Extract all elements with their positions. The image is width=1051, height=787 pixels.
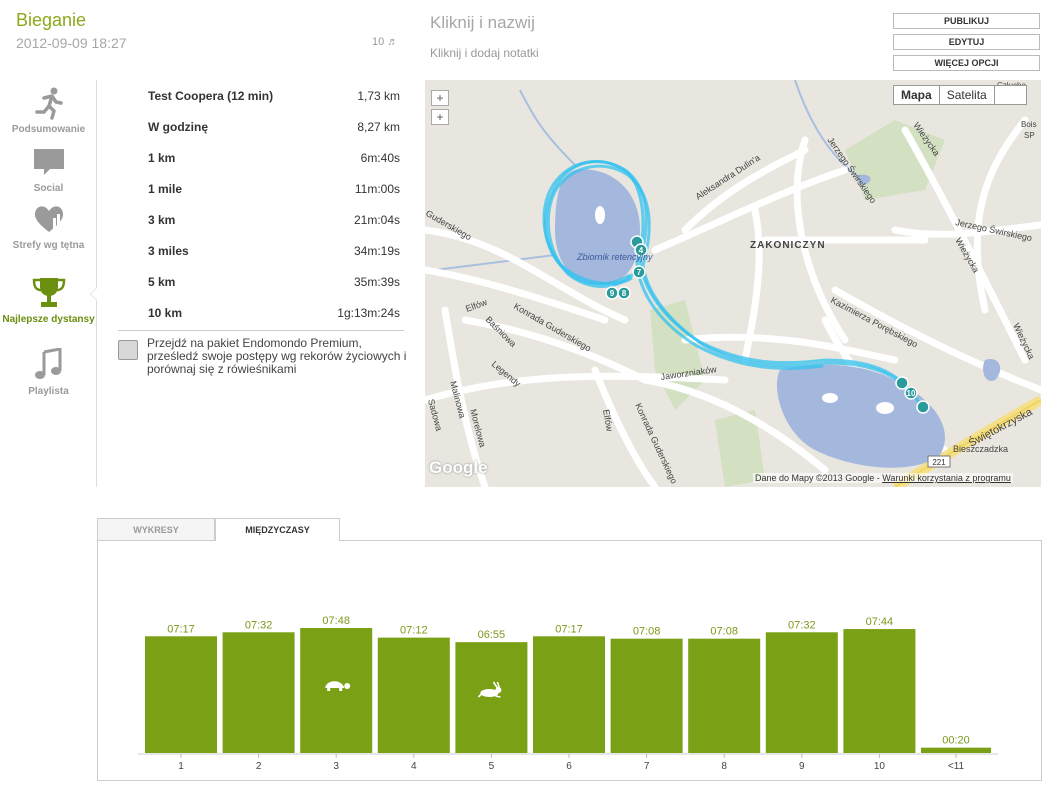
- sidebar-item-heart-zones[interactable]: Strefy wg tętna: [0, 202, 97, 251]
- list-item: 3 miles 34m:19s: [148, 244, 400, 258]
- best-distances-list: Test Coopera (12 min) 1,73 km W godzinę 8,…: [118, 80, 404, 331]
- map-marker-label[interactable]: 9: [610, 289, 615, 298]
- runner-icon: [34, 87, 63, 120]
- list-item: 10 km 1g:13m:24s: [148, 306, 400, 320]
- map-label: SP: [1024, 131, 1035, 140]
- split-bar[interactable]: [765, 632, 838, 753]
- bar-value-label: 07:44: [866, 616, 894, 628]
- bar-value-label: 07:48: [322, 615, 350, 627]
- split-bar[interactable]: [377, 637, 450, 753]
- list-item: 5 km 35m:39s: [148, 275, 400, 289]
- x-tick-label: 3: [333, 761, 339, 772]
- activity-title: Bieganie: [16, 10, 87, 30]
- map-type-switch: Mapa Satelita: [893, 85, 1027, 105]
- more-options-button[interactable]: WIĘCEJ OPCJI: [893, 55, 1040, 71]
- map-marker-label[interactable]: 10: [907, 389, 916, 398]
- map-label: Bieszczadzka: [953, 444, 1008, 454]
- map-label: Zbiornik retencyjny: [576, 252, 653, 262]
- tab-join: [216, 540, 339, 542]
- road-number-badge: 221: [932, 458, 946, 467]
- turtle-icon: [325, 681, 351, 691]
- split-bar[interactable]: [610, 638, 683, 753]
- map-marker-label[interactable]: 4: [639, 246, 644, 255]
- music-note-icon: [34, 348, 61, 379]
- x-tick-label: 9: [799, 761, 805, 772]
- split-bar[interactable]: [843, 629, 916, 753]
- bar-value-label: 07:08: [633, 626, 661, 638]
- x-tick-label: <11: [948, 761, 965, 772]
- map-marker-label[interactable]: 8: [622, 289, 627, 298]
- map-label: ZAKONICZYN: [750, 240, 826, 251]
- x-tick-label: 4: [411, 761, 417, 772]
- split-bar[interactable]: [145, 636, 217, 753]
- sidebar-item-playlist[interactable]: Playlista: [0, 348, 97, 397]
- x-tick-label: 5: [489, 761, 495, 772]
- speech-bubble-icon: [33, 149, 64, 175]
- bar-value-label: 00:20: [942, 735, 970, 747]
- bar-value-label: 07:17: [555, 623, 583, 635]
- terms-link[interactable]: Warunki korzystania z programu: [882, 473, 1011, 483]
- x-tick-label: 2: [256, 761, 262, 772]
- map-marker-label[interactable]: 7: [637, 268, 642, 277]
- x-tick-label: 10: [874, 761, 886, 772]
- divider: [118, 330, 404, 331]
- note-prompt[interactable]: Kliknij i dodaj notatki: [430, 46, 539, 60]
- hare-icon: [477, 681, 502, 698]
- map-canvas[interactable]: 4 7 9 8 10 ZAKONICZYN Zbiornik retencyjn…: [425, 80, 1041, 487]
- map-attribution: Dane do Mapy ©2013 Google - Warunki korz…: [753, 473, 1013, 483]
- publish-button[interactable]: PUBLIKUJ: [893, 13, 1040, 29]
- sidebar-item-social[interactable]: Social: [0, 145, 97, 194]
- x-tick-label: 7: [644, 761, 650, 772]
- activity-date: 2012-09-09 18:27: [16, 35, 127, 51]
- bar-value-label: 07:32: [788, 619, 816, 631]
- route-map[interactable]: 4 7 9 8 10 ZAKONICZYN Zbiornik retencyjn…: [425, 80, 1041, 487]
- list-item: W godzinę 8,27 km: [148, 120, 400, 134]
- active-indicator-arrow: [90, 287, 97, 301]
- x-tick-label: 1: [178, 761, 184, 772]
- split-bar[interactable]: [300, 628, 373, 753]
- sidebar: Podsumowanie Social Strefy wg tętna Najl…: [0, 80, 97, 487]
- bar-value-label: 07:17: [167, 623, 195, 635]
- heart-chart-icon: [34, 206, 63, 232]
- zoom-out-button[interactable]: +: [431, 109, 449, 125]
- tab-charts[interactable]: WYKRESY: [97, 518, 215, 541]
- bar-value-label: 07:08: [710, 626, 738, 638]
- sidebar-item-summary[interactable]: Podsumowanie: [0, 86, 97, 135]
- split-bar[interactable]: [921, 747, 991, 753]
- chart-tabs: WYKRESY MIĘDZYCZASY: [97, 518, 340, 541]
- action-buttons: PUBLIKUJ EDYTUJ WIĘCEJ OPCJI: [893, 13, 1040, 76]
- splits-chart: 07:17 1 07:32 2 07:48 3 07:12 4 06:55 5 07:17 6 07:0…: [138, 615, 998, 772]
- map-type-satellite-button[interactable]: Satelita: [946, 88, 987, 102]
- map-label: Bois: [1021, 120, 1037, 129]
- list-item: 1 km 6m:40s: [148, 151, 400, 165]
- edit-button[interactable]: EDYTUJ: [893, 34, 1040, 50]
- name-prompt[interactable]: Kliknij i nazwij: [430, 13, 535, 32]
- list-item: Test Coopera (12 min) 1,73 km: [148, 89, 400, 103]
- premium-badge-icon: [118, 340, 138, 360]
- bar-value-label: 07:12: [400, 625, 428, 637]
- x-tick-label: 6: [566, 761, 572, 772]
- fullscreen-corner-icon[interactable]: [993, 86, 1026, 104]
- bar-value-label: 07:32: [245, 619, 273, 631]
- splits-panel: 07:17 1 07:32 2 07:48 3 07:12 4 06:55 5 07:17 6 07:0…: [97, 540, 1042, 781]
- trophy-icon: [32, 278, 65, 307]
- split-bar[interactable]: [688, 638, 761, 753]
- map-type-map-button[interactable]: Mapa: [894, 86, 940, 104]
- list-item: 1 mile 11m:00s: [148, 182, 400, 196]
- list-item: 3 km 21m:04s: [148, 213, 400, 227]
- map-label: Elfów: [601, 409, 615, 433]
- premium-promo[interactable]: Przejdź na pakiet Endomondo Premium, prz…: [118, 337, 408, 376]
- sidebar-item-best-distances[interactable]: Najlepsze dystansy: [0, 276, 97, 325]
- x-tick-label: 8: [721, 761, 727, 772]
- split-bar[interactable]: [455, 642, 528, 753]
- songs-count: 10 ♬: [372, 36, 399, 48]
- split-bar[interactable]: [222, 632, 295, 753]
- google-logo: Google: [429, 458, 488, 477]
- bar-value-label: 06:55: [478, 629, 506, 641]
- tab-splits[interactable]: MIĘDZYCZASY: [215, 518, 340, 541]
- zoom-in-button[interactable]: +: [431, 90, 449, 106]
- split-bar[interactable]: [533, 636, 605, 753]
